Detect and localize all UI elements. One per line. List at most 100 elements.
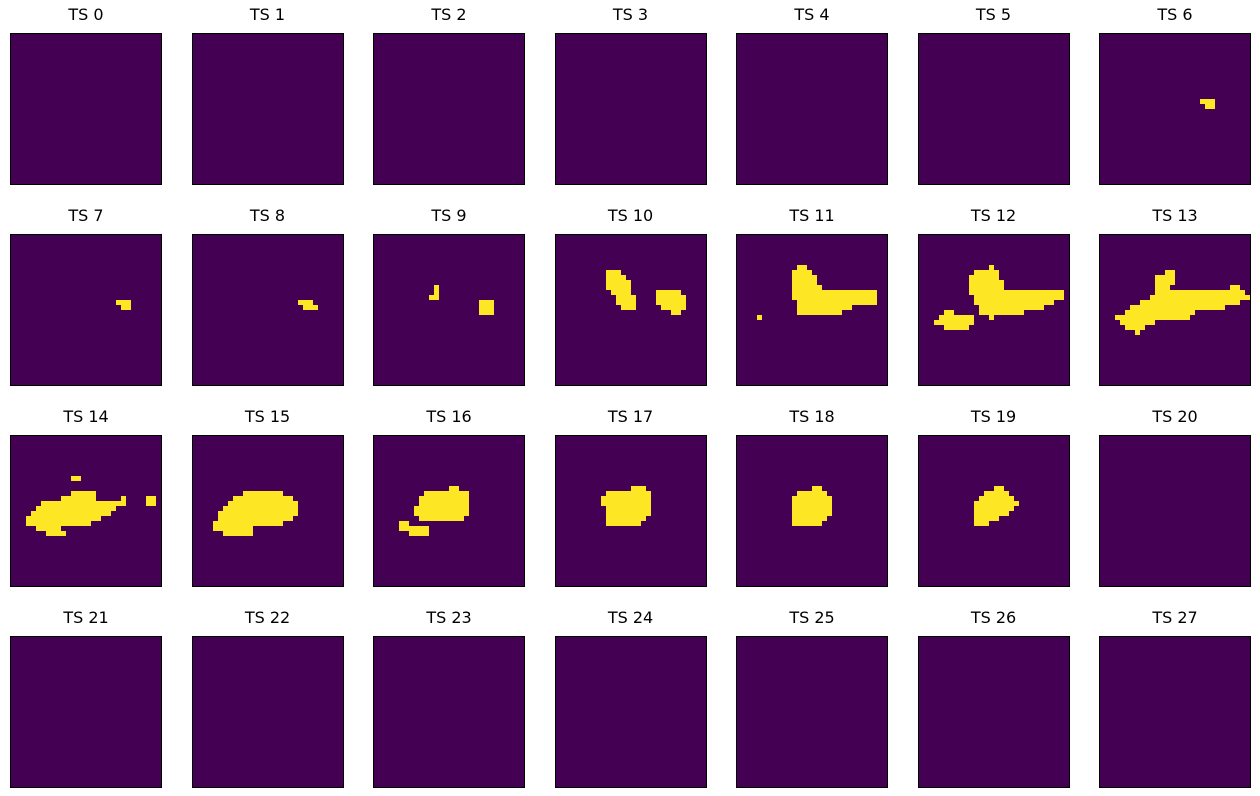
panel-title: TS 0 [68, 5, 104, 24]
heatmap-cell [605, 285, 631, 290]
heatmap-cell [227, 501, 298, 506]
panel-title: TS 19 [970, 407, 1017, 426]
heatmap-cell [1205, 104, 1215, 109]
heatmap-cell [757, 315, 762, 320]
heatmap-cell [792, 290, 877, 295]
heatmap-cell [988, 315, 994, 320]
heatmap-cell [943, 325, 969, 330]
heatmap-cell [41, 501, 126, 506]
heatmap-cell [792, 521, 822, 526]
heatmap-cell [655, 290, 681, 295]
heatmap-cell [36, 506, 116, 511]
heatmap-cell [973, 511, 1009, 516]
heatmap-cell [605, 521, 641, 526]
heatmap-plot [736, 234, 888, 386]
heatmap-plot [554, 33, 707, 185]
heatmap-background [918, 637, 1069, 787]
heatmap-cell [1155, 280, 1175, 285]
heatmap-plot [1099, 636, 1251, 788]
heatmap-cell [242, 491, 283, 496]
panel-frame [10, 435, 162, 587]
heatmap-plot [736, 435, 888, 587]
heatmap-cell [1140, 300, 1240, 305]
panel-ts-8: TS 8 [191, 205, 344, 386]
heatmap-cell [968, 275, 999, 280]
panel-title: TS 15 [244, 407, 291, 426]
heatmap-plot [736, 636, 888, 788]
panel-title: TS 27 [1152, 608, 1198, 627]
heatmap-cell [797, 310, 842, 315]
heatmap-cell [993, 486, 1004, 491]
panel-title: TS 26 [970, 608, 1017, 627]
heatmap-cell [121, 501, 126, 506]
panel-frame [736, 636, 888, 788]
heatmap-cell [988, 265, 994, 270]
heatmap-cell [116, 300, 131, 305]
heatmap-cell [419, 501, 469, 506]
heatmap-cell [978, 310, 1024, 315]
heatmap-background [192, 637, 343, 787]
panel-ts-17: TS 17 [554, 406, 707, 587]
heatmap-plot [10, 33, 162, 185]
panel-frame [10, 234, 162, 386]
heatmap-cell [1150, 295, 1250, 300]
heatmap-background [192, 235, 343, 385]
heatmap-plot [917, 636, 1070, 788]
heatmap-cell [610, 290, 631, 295]
heatmap-cell [605, 491, 651, 496]
panel-frame [373, 234, 525, 386]
heatmap-background [374, 637, 524, 787]
panel-frame [554, 636, 707, 788]
panel-ts-25: TS 25 [736, 607, 888, 788]
heatmap-cell [968, 280, 1004, 285]
panel-title: TS 22 [244, 608, 291, 627]
heatmap-cell [449, 486, 459, 491]
panel-frame [736, 33, 888, 185]
panel-frame [373, 636, 525, 788]
heatmap-background [374, 34, 524, 184]
heatmap-cell [1240, 290, 1245, 295]
panel-frame [1099, 234, 1251, 386]
heatmap-cell [655, 295, 686, 300]
heatmap-plot [10, 636, 162, 788]
panel-frame [191, 435, 344, 587]
heatmap-cell [479, 300, 494, 305]
panel-title: TS 7 [68, 206, 104, 225]
heatmap-cell [31, 511, 111, 516]
heatmap-plot [1099, 435, 1251, 587]
panel-title: TS 17 [607, 407, 654, 426]
panel-title: TS 4 [794, 5, 830, 24]
heatmap-plot [191, 636, 344, 788]
panel-title: TS 5 [975, 5, 1012, 24]
heatmap-background [918, 34, 1069, 184]
panel-ts-26: TS 26 [917, 607, 1070, 788]
panel-title: TS 16 [426, 407, 472, 426]
heatmap-cell [792, 516, 827, 521]
panel-title: TS 1 [249, 5, 286, 24]
heatmap-cell [943, 310, 954, 315]
heatmap-cell [217, 511, 298, 516]
panel-ts-10: TS 10 [554, 205, 707, 386]
heatmap-cell [121, 305, 131, 310]
heatmap-plot [191, 33, 344, 185]
heatmap-cell [26, 521, 91, 526]
heatmap-cell [792, 275, 817, 280]
panel-frame [191, 636, 344, 788]
heatmap-plot [10, 435, 162, 587]
panel-title: TS 3 [612, 5, 649, 24]
heatmap-cell [792, 501, 832, 506]
panel-title: TS 24 [607, 608, 654, 627]
heatmap-plot [191, 234, 344, 386]
panel-frame [736, 234, 888, 386]
heatmap-cell [1230, 285, 1240, 290]
heatmap-cell [26, 516, 101, 521]
heatmap-plot [917, 33, 1070, 185]
heatmap-cell [46, 531, 66, 536]
panel-frame [1099, 636, 1251, 788]
heatmap-plot [373, 636, 525, 788]
heatmap-cell [222, 531, 253, 536]
heatmap-cell [409, 531, 429, 536]
heatmap-background [11, 637, 161, 787]
heatmap-cell [615, 300, 636, 305]
heatmap-cell [1135, 330, 1140, 335]
